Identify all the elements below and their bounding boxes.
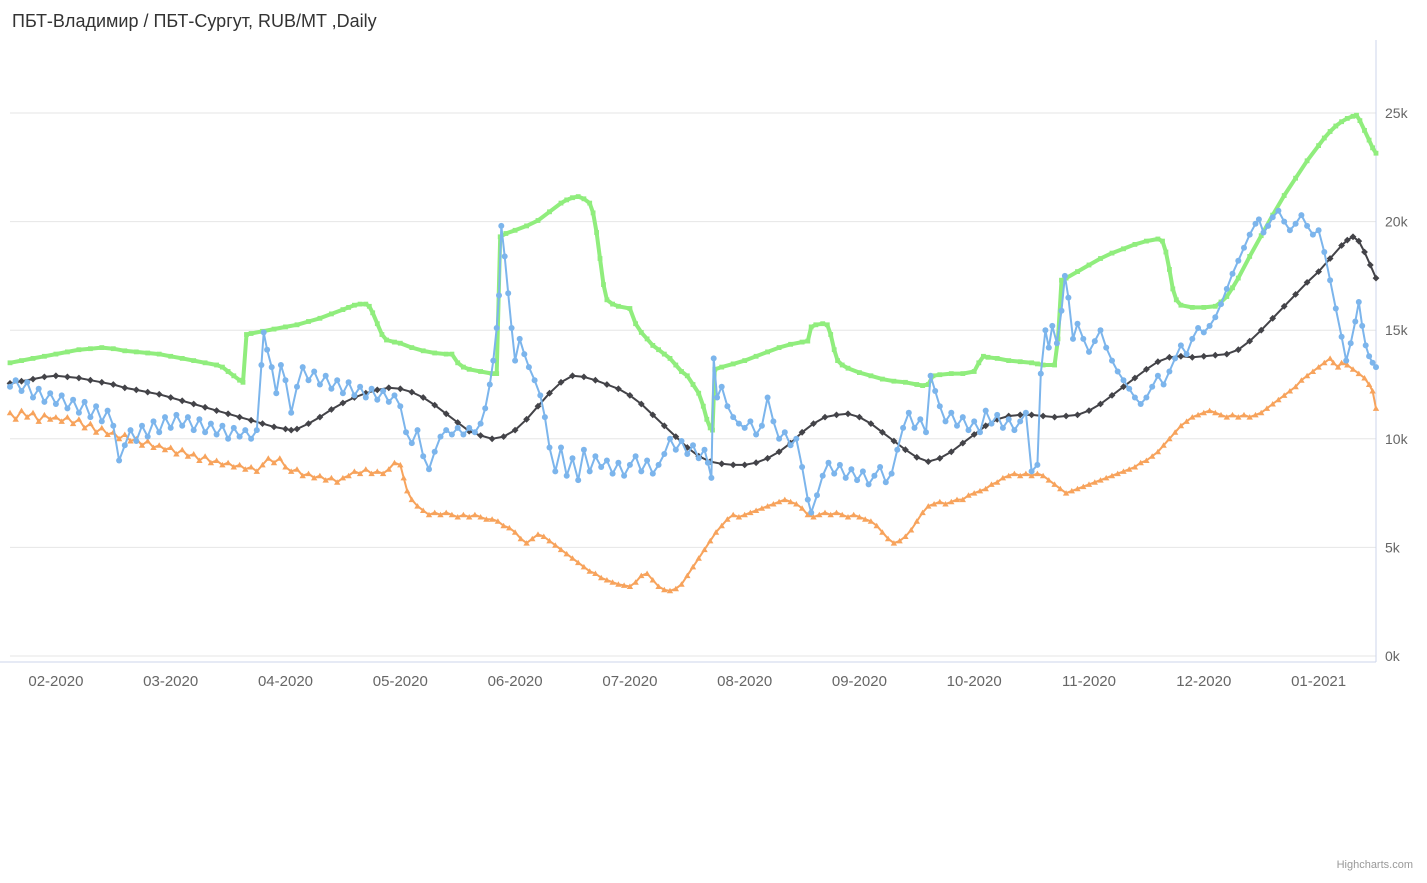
- series-orange-line[interactable]: [9, 357, 1377, 592]
- x-axis-label: 01-2021: [1291, 673, 1346, 690]
- series-green-markers[interactable]: [7, 112, 1379, 433]
- y-axis-label: 5k: [1385, 539, 1401, 555]
- x-axis-label: 08-2020: [717, 673, 772, 690]
- x-axis-label: 07-2020: [602, 673, 657, 690]
- x-axis-label: 05-2020: [373, 673, 428, 690]
- chart-title: ПБТ-Владимир / ПБТ-Сургут, RUB/MT ,Daily: [12, 11, 377, 31]
- x-axis-label: 10-2020: [947, 673, 1002, 690]
- x-axis-label: 04-2020: [258, 673, 313, 690]
- y-axis-label: 15k: [1385, 322, 1409, 338]
- highcharts-credit-link[interactable]: Highcharts.com: [1336, 859, 1413, 871]
- x-axis-label: 11-2020: [1062, 673, 1116, 690]
- y-axis-label: 0k: [1385, 648, 1401, 664]
- y-axis-label: 25k: [1385, 105, 1409, 121]
- series-blue-markers[interactable]: [7, 207, 1379, 516]
- series-orange-markers[interactable]: [6, 355, 1380, 594]
- x-axis-label: 02-2020: [28, 673, 83, 690]
- x-axis-label: 03-2020: [143, 673, 198, 690]
- series-blue-line[interactable]: [9, 209, 1377, 514]
- y-axis-label: 20k: [1385, 214, 1409, 230]
- x-axis-label: 12-2020: [1176, 673, 1231, 690]
- x-axis-label: 06-2020: [488, 673, 543, 690]
- y-axis-label: 10k: [1385, 431, 1409, 447]
- x-axis-label: 09-2020: [832, 673, 887, 690]
- series-black-markers[interactable]: [6, 233, 1380, 469]
